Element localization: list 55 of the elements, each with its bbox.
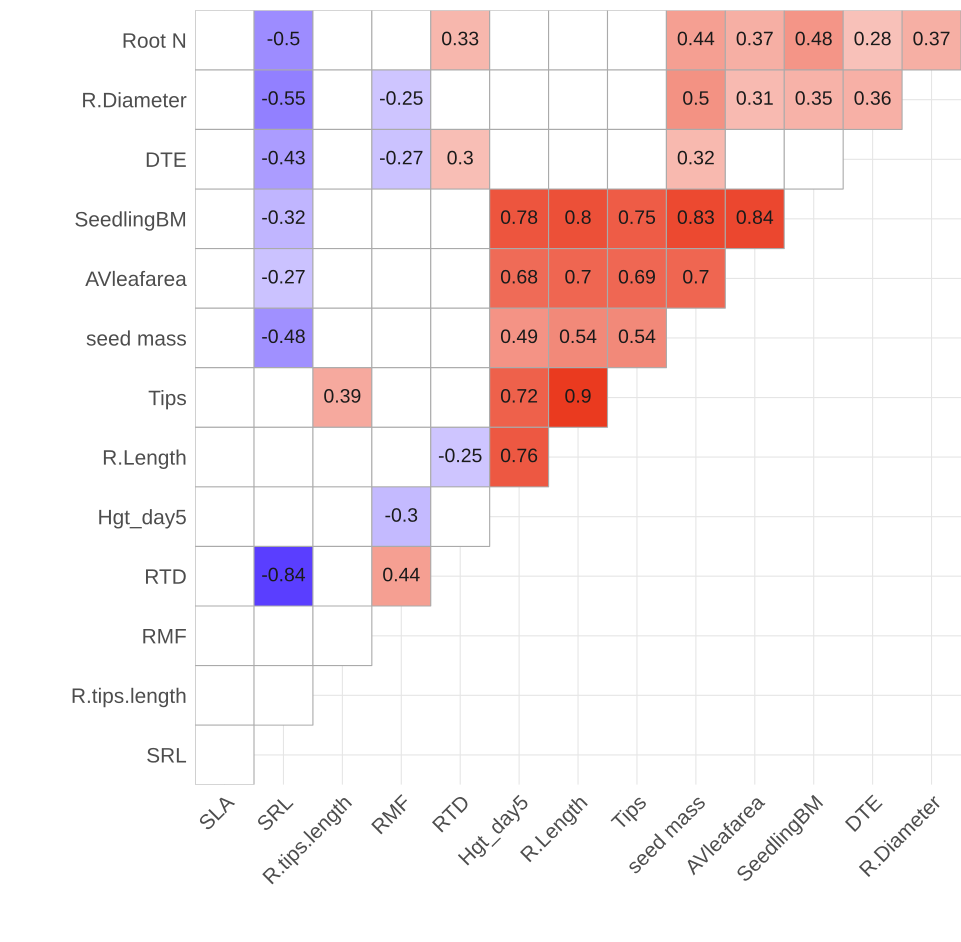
data-label: 0.7	[565, 270, 591, 284]
data-label: 0.36	[854, 91, 891, 105]
data-label: 0.48	[796, 32, 832, 46]
data-label: 0.75	[618, 210, 656, 224]
data-label: 0.76	[500, 448, 538, 462]
data-label: 0.84	[736, 210, 774, 224]
y-tick-label: DTE	[146, 152, 186, 167]
data-label: 0.78	[500, 210, 538, 224]
x-tick-label: Tips	[610, 794, 650, 834]
y-tick-label: R.Length	[104, 450, 186, 469]
data-label: -0.25	[380, 91, 423, 105]
data-label: 0.49	[500, 329, 538, 344]
data-label: -0.55	[262, 91, 305, 105]
data-label: -0.84	[262, 568, 306, 582]
data-label: -0.32	[262, 210, 305, 224]
data-label: 0.44	[678, 32, 714, 46]
data-label: 0.28	[854, 32, 891, 46]
data-label: -0.25	[438, 448, 482, 462]
data-label: 0.5	[683, 91, 709, 105]
data-label: 0.83	[678, 210, 714, 224]
y-tick-label: AVleafarea	[85, 270, 187, 286]
data-label: -0.27	[262, 270, 305, 284]
data-label: 0.37	[736, 32, 773, 46]
data-label: 0.54	[560, 329, 596, 344]
y-tick-label: R.Diameter	[83, 92, 186, 108]
data-label: 0.7	[683, 270, 708, 284]
data-label: 0.35	[796, 91, 832, 105]
data-label: 0.8	[565, 210, 591, 224]
data-label: -0.3	[385, 508, 418, 522]
y-tick-label: Hgt_day5	[99, 509, 186, 529]
data-label: 0.37	[913, 32, 950, 46]
x-tick-label: SLA	[198, 793, 236, 832]
y-tick-label: SeedlingBM	[75, 211, 186, 231]
y-tick-label: RTD	[146, 569, 186, 584]
data-label: 0.33	[442, 32, 478, 46]
data-label: 0.54	[618, 329, 656, 344]
y-tick-label: RMF	[143, 628, 186, 644]
data-label: 0.9	[565, 388, 591, 403]
data-label: -0.43	[262, 150, 305, 164]
data-label: -0.48	[262, 329, 305, 344]
data-label: -0.27	[380, 150, 422, 164]
data-label: 0.72	[500, 388, 538, 403]
data-label: 0.69	[618, 270, 655, 284]
data-label: 0.3	[447, 150, 473, 164]
y-tick-label: R.tips.length	[72, 688, 186, 708]
y-tick-label: SRL	[147, 748, 186, 763]
data-label: 0.32	[678, 150, 714, 164]
y-tick-label: Tips	[148, 390, 186, 410]
data-label: 0.68	[500, 270, 538, 284]
y-tick-label: Root N	[124, 33, 186, 48]
data-label: -0.5	[268, 32, 300, 46]
data-label: 0.44	[383, 568, 420, 582]
y-tick-label: seed mass	[86, 330, 186, 346]
data-label: 0.39	[324, 388, 360, 403]
data-label: 0.31	[736, 91, 773, 105]
